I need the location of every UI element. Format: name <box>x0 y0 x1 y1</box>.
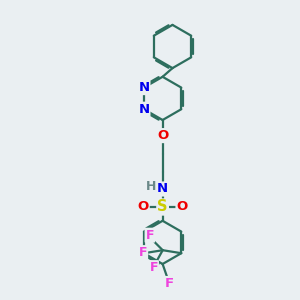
Text: F: F <box>139 246 147 259</box>
Text: N: N <box>138 103 149 116</box>
Text: S: S <box>157 200 168 214</box>
Text: O: O <box>137 200 149 214</box>
Text: F: F <box>165 277 174 290</box>
Text: N: N <box>138 81 149 94</box>
Text: H: H <box>146 180 156 193</box>
Text: O: O <box>157 129 168 142</box>
Text: F: F <box>146 229 154 242</box>
Text: N: N <box>157 182 168 196</box>
Text: O: O <box>176 200 188 214</box>
Text: F: F <box>149 261 158 274</box>
